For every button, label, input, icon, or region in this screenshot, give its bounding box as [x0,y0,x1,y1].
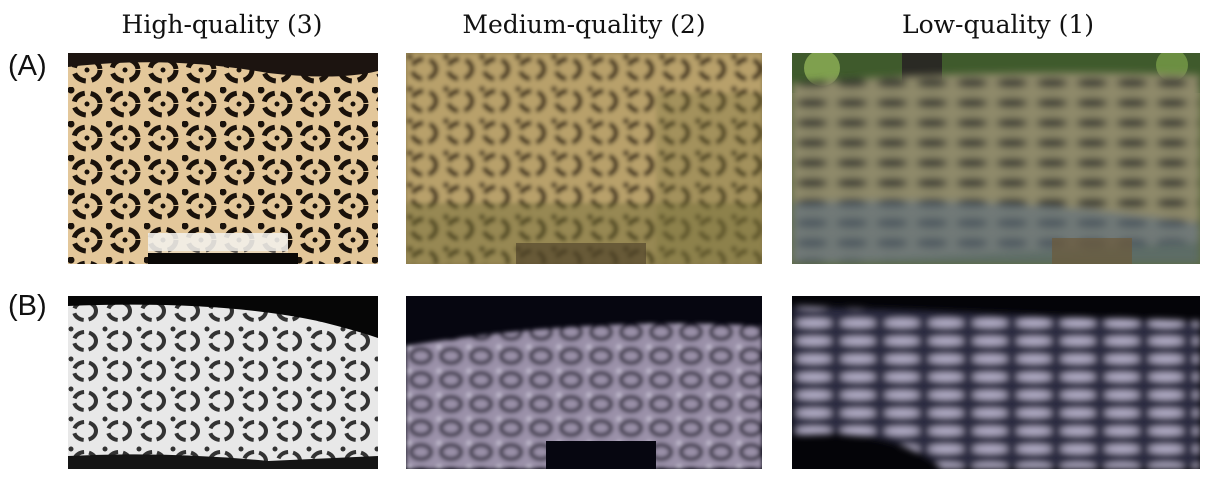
row-label-a: (A) [8,50,47,82]
photo-a-low-quality [792,53,1200,264]
photo-a-high-quality [68,53,378,264]
column-title-high-quality: High-quality (3) [121,10,323,39]
column-title-medium-quality: Medium-quality (2) [462,10,706,39]
photo-b-high-quality [68,296,378,469]
photo-b-low-quality [792,296,1200,469]
photo-a-medium-quality [406,53,762,264]
column-title-low-quality: Low-quality (1) [901,10,1095,39]
row-label-b: (B) [8,290,47,322]
photo-b-medium-quality [406,296,762,469]
